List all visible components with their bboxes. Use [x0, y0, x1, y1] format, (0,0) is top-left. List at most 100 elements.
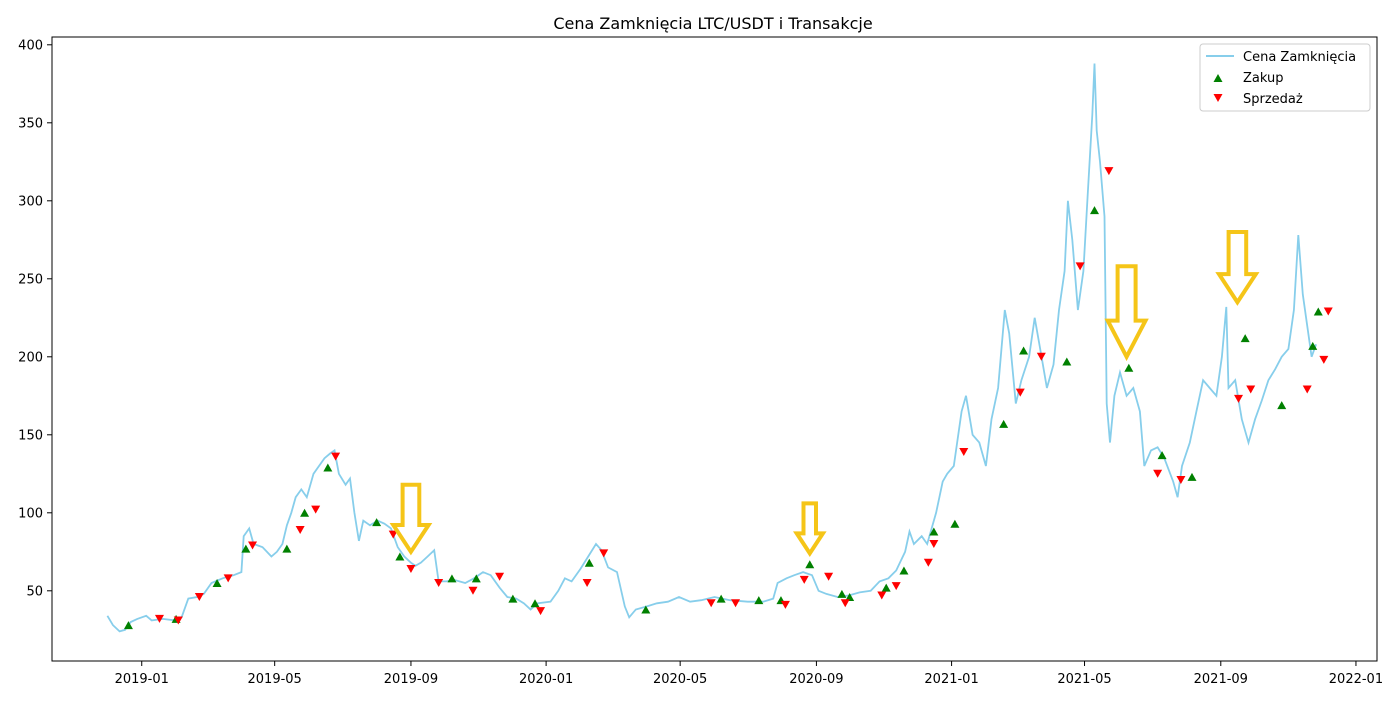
marker-layer	[123, 167, 1333, 630]
x-tick-label: 2022-01	[1329, 672, 1383, 687]
sell-marker	[731, 599, 741, 608]
buy-marker	[508, 594, 518, 603]
sell-marker	[891, 582, 901, 591]
annotation-arrow	[389, 482, 433, 556]
sell-marker	[824, 572, 834, 581]
axis-layer: 2019-01 2019-05 2019-09 2020-01 2020-05 2020-…	[18, 38, 1383, 687]
sell-marker	[248, 541, 258, 550]
buy-marker	[754, 596, 764, 605]
buy-marker	[1062, 357, 1072, 366]
buy-marker	[950, 519, 960, 528]
buy-marker	[837, 589, 847, 598]
x-tick-label: 2019-01	[115, 672, 169, 687]
buy-marker	[1277, 401, 1287, 410]
sell-marker	[173, 616, 183, 625]
y-tick-label: 100	[18, 506, 43, 521]
price-line	[106, 63, 1317, 633]
sell-marker	[1104, 167, 1114, 176]
buy-marker	[1308, 341, 1318, 350]
chart-title: Cena Zamknięcia LTC/USDT i Transakcje	[553, 14, 872, 33]
buy-marker	[881, 583, 891, 592]
sell-marker	[1302, 385, 1312, 394]
annotation-layer	[389, 230, 1260, 558]
sell-marker	[388, 530, 398, 539]
sell-marker	[536, 607, 546, 616]
buy-marker	[999, 419, 1009, 428]
sell-marker	[434, 579, 444, 587]
sell-marker	[1319, 355, 1329, 364]
legend-label-buy: Zakup	[1243, 71, 1284, 86]
buy-marker	[300, 508, 310, 517]
y-tick-label: 150	[18, 428, 43, 443]
buy-marker	[471, 574, 481, 583]
sell-marker	[582, 579, 592, 587]
buy-marker	[241, 544, 251, 553]
sell-marker	[706, 599, 716, 608]
buy-marker	[323, 463, 333, 472]
buy-marker	[212, 579, 222, 587]
x-tick-label: 2019-09	[384, 672, 438, 687]
buy-marker	[641, 605, 651, 614]
sell-marker	[223, 574, 233, 583]
x-tick-label: 2021-01	[924, 672, 978, 687]
buy-marker	[1187, 472, 1197, 481]
buy-marker	[845, 593, 855, 602]
x-tick-label: 2021-05	[1057, 672, 1111, 687]
annotation-arrow	[1215, 230, 1260, 306]
sell-marker	[780, 600, 790, 609]
y-tick-label: 200	[18, 350, 43, 365]
y-tick-label: 250	[18, 272, 43, 287]
buy-marker	[1019, 346, 1029, 355]
sell-marker	[1246, 385, 1256, 394]
y-tick-label: 50	[26, 584, 43, 599]
buy-marker	[1240, 334, 1250, 343]
x-tick-label: 2019-05	[248, 672, 302, 687]
x-tick-label: 2020-09	[789, 672, 843, 687]
sell-marker	[406, 564, 416, 573]
buy-marker	[1157, 451, 1167, 460]
sell-marker	[799, 575, 809, 584]
buy-marker	[1313, 307, 1323, 316]
buy-marker	[716, 594, 726, 603]
sell-marker	[1153, 469, 1163, 478]
buy-marker	[805, 560, 815, 569]
buy-marker	[530, 599, 540, 608]
sell-marker	[1234, 394, 1244, 403]
sell-marker	[877, 591, 887, 600]
x-tick-label: 2020-05	[653, 672, 707, 687]
sell-marker	[331, 452, 341, 461]
legend-sell-swatch	[1213, 94, 1223, 102]
sell-marker	[959, 447, 969, 456]
buy-marker	[123, 621, 133, 630]
sell-marker	[929, 540, 939, 548]
sell-marker	[1075, 262, 1085, 271]
sell-marker	[1176, 476, 1186, 485]
legend-buy-swatch	[1213, 74, 1223, 82]
legend: Cena Zamknięcia Zakup Sprzedaż	[1199, 43, 1371, 112]
buy-marker	[1124, 363, 1134, 372]
sell-marker	[154, 614, 164, 623]
legend-box	[1199, 43, 1371, 112]
sell-marker	[1036, 352, 1046, 361]
sell-marker	[1323, 307, 1333, 316]
sell-marker	[468, 586, 478, 595]
sell-marker	[923, 558, 933, 567]
buy-marker	[899, 566, 909, 575]
y-tick-label: 350	[18, 116, 43, 131]
buy-marker	[1089, 206, 1099, 215]
sell-marker	[1015, 388, 1025, 397]
legend-label-close: Cena Zamknięcia	[1243, 50, 1356, 65]
sell-marker	[840, 599, 850, 608]
y-tick-label: 300	[18, 194, 43, 209]
sell-marker	[495, 572, 505, 581]
sell-marker	[295, 525, 305, 534]
x-tick-label: 2020-01	[519, 672, 573, 687]
legend-label-sell: Sprzedaż	[1243, 92, 1303, 107]
buy-marker	[447, 574, 457, 583]
buy-marker	[395, 552, 405, 561]
buy-marker	[282, 544, 292, 553]
buy-marker	[929, 527, 939, 536]
series-layer	[106, 63, 1317, 633]
plot-frame	[51, 36, 1378, 662]
